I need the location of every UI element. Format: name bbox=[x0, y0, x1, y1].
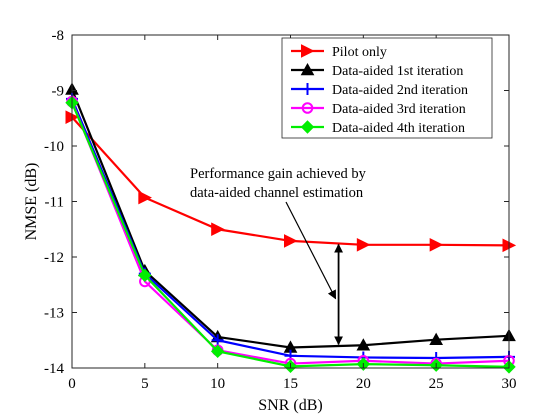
legend-item-5: Data-aided 4th iteration bbox=[291, 120, 465, 136]
ticks-layer: 0 5 10 15 20 25 30 -8 -9 -10 -11 -12 -13 -14 bbox=[44, 28, 517, 392]
legend-items: Pilot only Data-aided 1st iteration Data-a… bbox=[291, 44, 468, 136]
legend-label: Data-aided 1st iteration bbox=[332, 64, 463, 79]
x-axis-label: SNR (dB) bbox=[258, 397, 322, 414]
legend-marker bbox=[301, 83, 314, 95]
legend-item-4: Data-aided 3rd iteration bbox=[291, 102, 466, 117]
data-point bbox=[138, 268, 152, 283]
legend-item-2: Data-aided 1st iteration bbox=[291, 62, 463, 79]
data-point bbox=[429, 332, 444, 345]
y-tick-label: -13 bbox=[44, 306, 64, 322]
legend-label: Data-aided 3rd iteration bbox=[332, 102, 466, 117]
legend-label: Pilot only bbox=[332, 45, 387, 60]
data-point bbox=[211, 334, 224, 347]
legend-marker bbox=[301, 102, 314, 114]
y-tick-label: -14 bbox=[44, 361, 64, 377]
legend: Pilot only Data-aided 1st iteration Data-a… bbox=[281, 37, 493, 139]
data-point bbox=[210, 344, 225, 359]
x-tick-label: 30 bbox=[502, 376, 517, 392]
x-tick-label: 25 bbox=[429, 376, 444, 392]
legend-marker bbox=[301, 44, 315, 58]
y-tick-label: -9 bbox=[52, 84, 65, 100]
y-tick-label: -8 bbox=[52, 28, 65, 44]
legend-item-1: Pilot only bbox=[291, 44, 387, 60]
y-tick-label: -11 bbox=[45, 195, 64, 211]
y-tick-label: -10 bbox=[44, 139, 64, 155]
data-point bbox=[211, 222, 225, 237]
legend-item-3: Data-aided 2nd iteration bbox=[291, 83, 468, 98]
y-axis-label: NMSE (dB) bbox=[23, 163, 40, 241]
y-tick-label: -12 bbox=[44, 250, 64, 266]
data-point bbox=[356, 338, 371, 351]
data-point bbox=[138, 190, 152, 205]
annotation-line-2: data-aided channel estimation bbox=[190, 185, 364, 201]
x-tick-label: 20 bbox=[356, 376, 371, 392]
x-tick-label: 0 bbox=[68, 376, 76, 392]
annotation-layer: Performance gain achieved by data-aided … bbox=[190, 166, 367, 346]
data-point bbox=[284, 234, 298, 248]
data-point bbox=[356, 237, 371, 252]
data-point bbox=[429, 237, 444, 252]
legend-marker bbox=[300, 120, 315, 134]
annotation-line-1: Performance gain achieved by bbox=[190, 166, 367, 182]
x-tick-label: 15 bbox=[283, 376, 298, 392]
legend-label: Data-aided 4th iteration bbox=[332, 121, 465, 136]
x-tick-label: 10 bbox=[210, 376, 225, 392]
x-tick-label: 5 bbox=[141, 376, 149, 392]
annotation-pointer-arrow bbox=[285, 201, 337, 300]
legend-marker bbox=[300, 62, 315, 76]
legend-label: Data-aided 2nd iteration bbox=[332, 83, 468, 98]
